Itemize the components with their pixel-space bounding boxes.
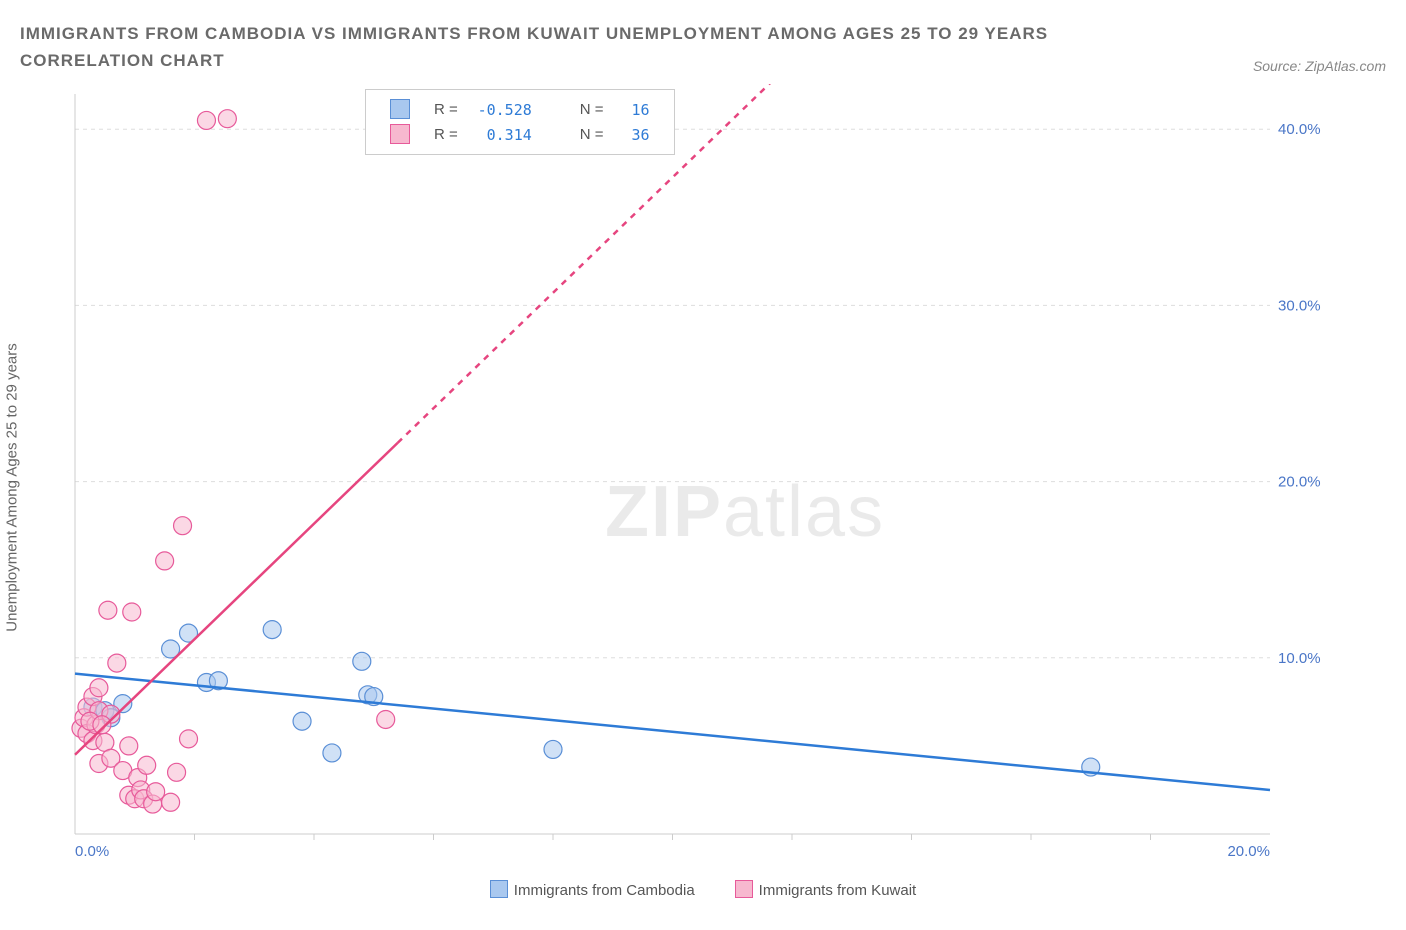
chart-area: Unemployment Among Ages 25 to 29 years Z… — [20, 84, 1386, 874]
data-point — [138, 757, 156, 775]
data-point — [353, 653, 371, 671]
trend-line — [75, 674, 1270, 790]
data-point — [120, 737, 138, 755]
data-point — [323, 744, 341, 762]
data-point — [174, 517, 192, 535]
stat-box: R =-0.528N =16R =0.314N =36 — [365, 89, 675, 155]
data-point — [156, 552, 174, 570]
data-point — [147, 783, 165, 801]
svg-text:30.0%: 30.0% — [1278, 298, 1321, 315]
source-label: Source: ZipAtlas.com — [1253, 58, 1386, 74]
data-point — [90, 679, 108, 697]
legend-item: Immigrants from Kuwait — [735, 880, 917, 899]
legend-item: Immigrants from Cambodia — [490, 880, 695, 899]
data-point — [93, 716, 111, 734]
data-point — [99, 602, 117, 620]
data-point — [197, 112, 215, 130]
svg-text:0.0%: 0.0% — [75, 843, 109, 860]
scatter-plot: 10.0% 20.0% 30.0% 40.0% 0.0% 20.0% — [20, 84, 1330, 874]
data-point — [162, 794, 180, 812]
data-point — [544, 741, 562, 759]
svg-text:10.0%: 10.0% — [1278, 650, 1321, 667]
svg-text:20.0%: 20.0% — [1278, 474, 1321, 491]
data-point — [218, 110, 236, 128]
data-point — [180, 730, 198, 748]
data-point — [263, 621, 281, 639]
svg-text:40.0%: 40.0% — [1278, 122, 1321, 139]
data-point — [123, 603, 141, 621]
chart-title: IMMIGRANTS FROM CAMBODIA VS IMMIGRANTS F… — [20, 20, 1120, 74]
data-point — [293, 713, 311, 731]
legend: Immigrants from Cambodia Immigrants from … — [20, 880, 1386, 899]
data-point — [168, 764, 186, 782]
y-axis-label: Unemployment Among Ages 25 to 29 years — [4, 344, 21, 633]
trend-line — [75, 443, 398, 755]
data-point — [377, 711, 395, 729]
svg-text:20.0%: 20.0% — [1227, 843, 1270, 860]
data-point — [108, 654, 126, 672]
